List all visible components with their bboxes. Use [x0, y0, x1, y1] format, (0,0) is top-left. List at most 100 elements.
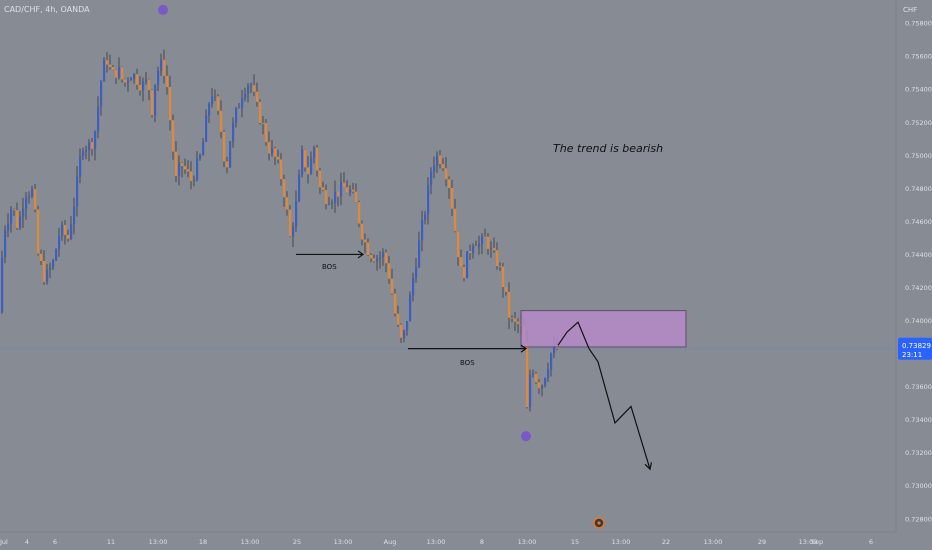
currency-label: CHF	[903, 6, 917, 14]
candle-body	[424, 214, 427, 220]
price-axis[interactable]: 0.75800 0.75600 0.75400 0.75200 0.75000 0.748…	[905, 20, 932, 524]
candle	[163, 49, 166, 84]
candle	[319, 168, 322, 195]
candle	[46, 263, 49, 285]
candle-body	[157, 70, 160, 85]
candle-body	[496, 250, 499, 267]
time-axis[interactable]: Jul 4 6 11 13:00 18 13:00 25 13:00 Aug 13:00 8 13:00…	[0, 538, 873, 546]
candle-body	[448, 179, 451, 188]
candle	[85, 145, 88, 160]
candle	[361, 220, 364, 246]
candle	[43, 250, 46, 285]
candle-body	[349, 189, 352, 193]
candle-body	[445, 168, 448, 180]
candle	[421, 210, 424, 252]
candle-body	[256, 91, 259, 102]
time-tick-9: Aug	[384, 538, 397, 546]
candle	[247, 82, 250, 103]
price-tick-12: 0.73200	[905, 449, 932, 457]
price-tick-9: 0.74000	[905, 317, 932, 325]
price-tick-13: 0.73000	[905, 482, 932, 490]
candle-body	[421, 219, 424, 241]
time-tick-8: 13:00	[334, 538, 353, 546]
candle	[466, 250, 469, 279]
candle	[28, 191, 31, 204]
candle	[418, 231, 421, 269]
candle	[316, 144, 319, 177]
candle-body	[142, 81, 145, 91]
candle-body	[238, 107, 241, 109]
candle-body	[229, 141, 232, 168]
price-tick-2: 0.75400	[905, 86, 932, 94]
candle-body	[82, 151, 85, 157]
candle-body	[289, 209, 292, 237]
event-marker[interactable]	[593, 517, 605, 529]
candle	[67, 229, 70, 242]
candle-body	[79, 156, 82, 177]
candle	[475, 240, 478, 248]
projection-arrowhead	[644, 462, 653, 471]
candle-body	[61, 224, 64, 236]
candle	[409, 291, 412, 322]
time-tick-15: 22	[662, 538, 670, 546]
candle	[187, 160, 190, 178]
candle	[157, 66, 160, 91]
candle-body	[133, 74, 136, 79]
candle	[208, 101, 211, 124]
supply-zone[interactable]	[520, 310, 687, 348]
candle-body	[418, 240, 421, 268]
candle	[13, 208, 16, 217]
candle-body	[457, 231, 460, 258]
candle	[427, 177, 430, 225]
candle-body	[175, 151, 178, 176]
candle	[199, 153, 202, 161]
candle-body	[40, 253, 43, 261]
candle	[547, 362, 550, 382]
candle	[88, 139, 91, 162]
candle-body	[526, 342, 529, 408]
candle-body	[184, 166, 187, 170]
time-tick-13: 15	[571, 538, 579, 546]
candle-body	[517, 321, 520, 324]
candle	[340, 172, 343, 206]
candle	[4, 225, 7, 264]
time-tick-3: 11	[107, 538, 115, 546]
candle-body	[508, 291, 511, 318]
candle-body	[52, 260, 55, 268]
candle	[106, 52, 109, 73]
candle	[313, 145, 316, 164]
candle-body	[88, 142, 91, 151]
candle	[160, 53, 163, 76]
price-tick-5: 0.74800	[905, 185, 932, 193]
candle	[457, 231, 460, 266]
time-tick-6: 13:00	[241, 538, 260, 546]
candle-body	[481, 236, 484, 244]
candle	[70, 215, 73, 241]
candle-body	[67, 234, 70, 239]
candle-body	[460, 257, 463, 267]
candle	[100, 79, 103, 116]
candle	[55, 248, 58, 261]
candle	[205, 109, 208, 143]
candle	[169, 75, 172, 131]
candle-body	[394, 293, 397, 314]
candle	[439, 150, 442, 169]
candle	[322, 181, 325, 192]
candle	[268, 131, 271, 161]
candle-body	[466, 251, 469, 279]
pivot-marker-1	[158, 4, 168, 15]
candle	[490, 241, 493, 258]
candle-body	[511, 317, 514, 319]
candle-body	[292, 226, 295, 237]
candle	[256, 82, 259, 107]
candle	[10, 206, 13, 233]
candle-body	[493, 247, 496, 251]
candle-body	[112, 67, 115, 70]
candle-body	[127, 80, 130, 83]
candle	[130, 77, 133, 81]
candle	[79, 148, 82, 184]
candle-body	[490, 247, 493, 249]
candle-body	[211, 96, 214, 105]
